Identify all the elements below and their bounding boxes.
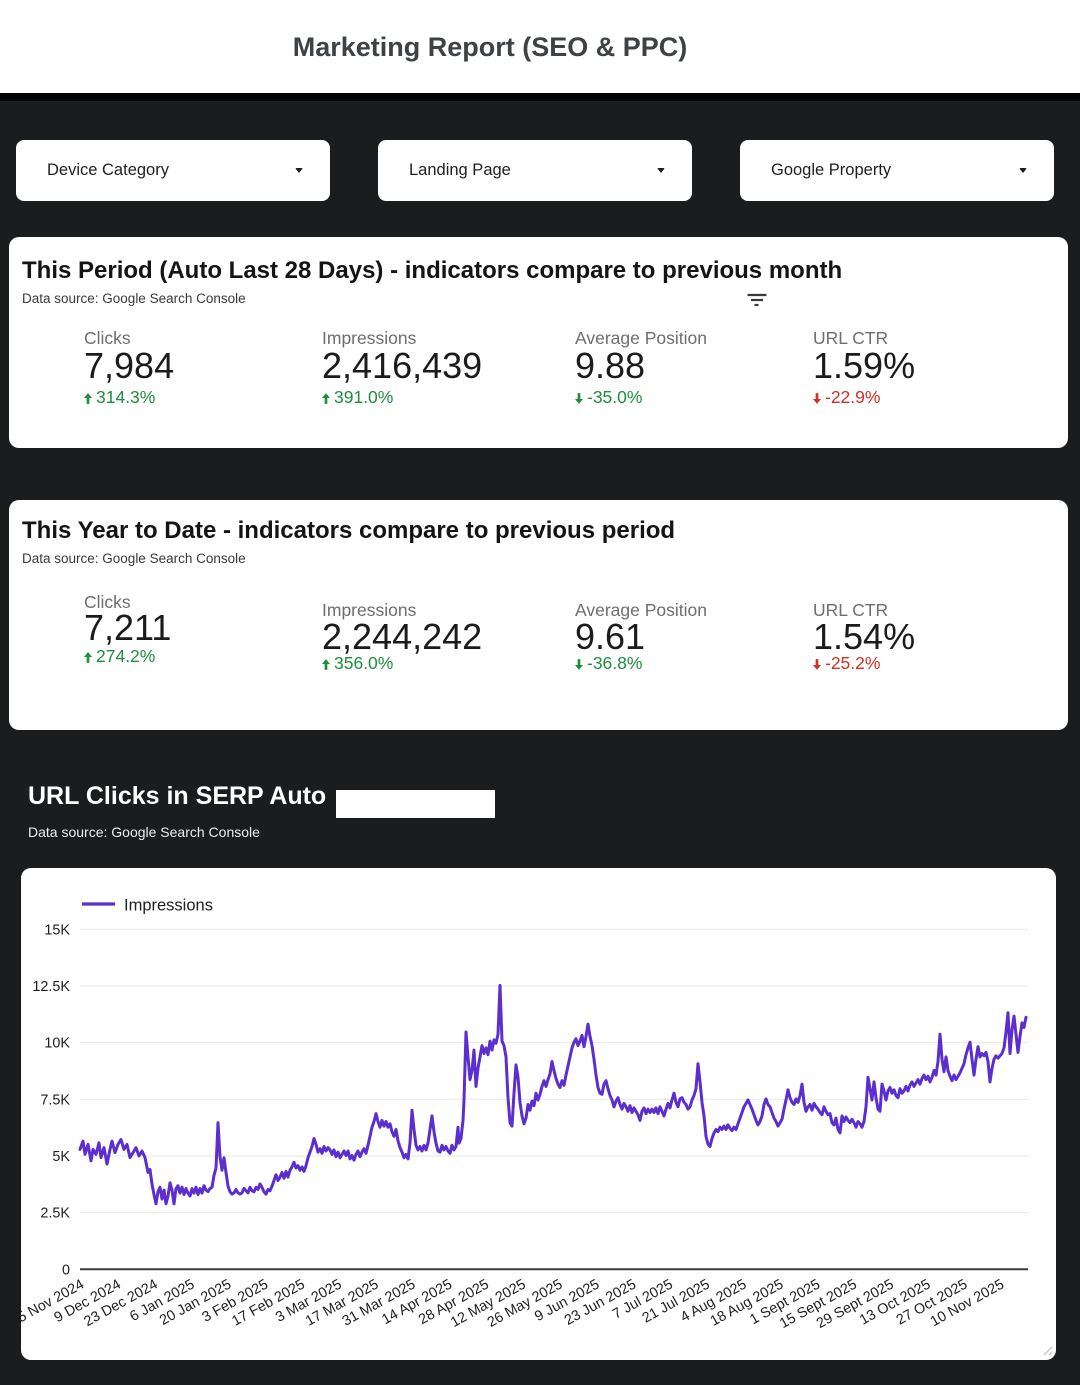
svg-text:15K: 15K [44, 922, 70, 938]
svg-text:7.5K: 7.5K [40, 1092, 70, 1108]
svg-text:10K: 10K [44, 1036, 70, 1052]
svg-text:12.5K: 12.5K [32, 979, 70, 995]
svg-text:0: 0 [62, 1262, 70, 1278]
svg-text:2.5K: 2.5K [40, 1206, 70, 1222]
svg-text:Impressions: Impressions [124, 897, 213, 915]
svg-text:5K: 5K [52, 1149, 70, 1165]
